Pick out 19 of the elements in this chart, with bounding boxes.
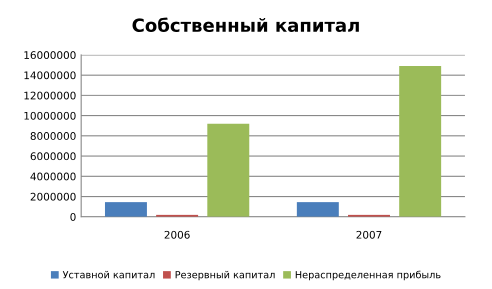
y-tick-label: 2000000 [30,192,76,201]
y-tick-label: 8000000 [30,132,76,140]
bar [296,202,339,217]
y-tick-label: 0 [70,212,76,221]
legend-label: Нераспределенная прибыль [296,270,440,280]
y-tick-label: 4000000 [30,172,76,180]
bar [399,66,442,217]
legend-label: Уставной капитал [62,270,154,278]
y-tick-label: 14000000 [24,71,76,80]
bar [104,202,147,217]
chart-title: Собственный капитал [132,17,359,32]
x-tick-label: 2006 [164,230,190,239]
y-tick-label: 12000000 [24,92,76,100]
y-tick-label: 6000000 [30,152,76,160]
x-tick-label: 2007 [356,230,382,239]
bar [207,124,250,217]
legend-label: Резервный капитал [176,270,275,280]
y-tick-label: 10000000 [24,112,76,120]
y-tick-label: 16000000 [24,51,76,60]
